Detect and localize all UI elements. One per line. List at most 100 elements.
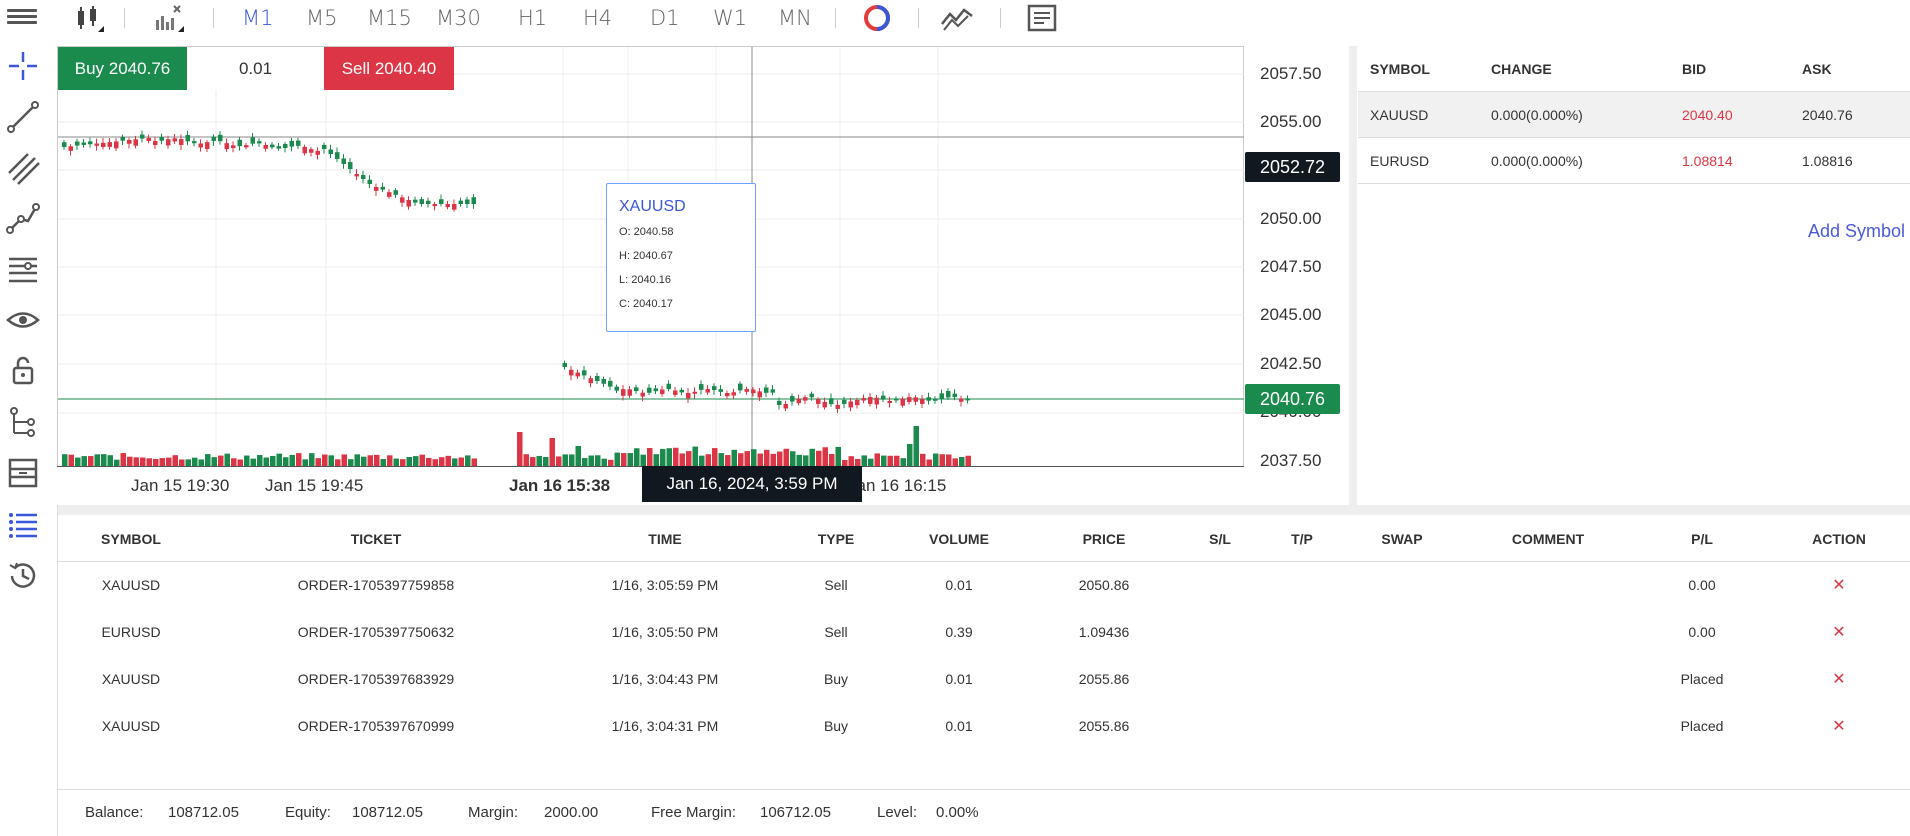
order-row[interactable]: XAUUSD ORDER-1705397683929 1/16, 3:04:43 P… (57, 656, 1910, 702)
candle (803, 397, 808, 401)
order-row[interactable]: EURUSD ORDER-1705397750632 1/16, 3:05:50 P… (57, 609, 1910, 655)
volume-bar (653, 454, 659, 466)
volume-bar (803, 455, 809, 466)
volume-bar (393, 458, 399, 466)
left-toolbar (0, 37, 47, 836)
fibonacci-icon[interactable] (6, 253, 40, 287)
drawing-tools-icon[interactable] (940, 4, 974, 32)
history-icon[interactable] (6, 559, 40, 593)
menu-icon[interactable] (7, 6, 37, 30)
candle (575, 372, 580, 377)
candlestick-chart-icon[interactable] (70, 4, 104, 32)
volume-bar (140, 457, 146, 466)
volume-bar (770, 453, 776, 466)
candle (855, 399, 860, 406)
volume-bar (686, 451, 692, 466)
candle (257, 141, 262, 144)
timeframe-m1[interactable]: M1 (242, 6, 274, 30)
volume-bar (517, 432, 523, 466)
order-type: Sell (824, 624, 848, 640)
candle (250, 137, 255, 144)
order-row[interactable]: XAUUSD ORDER-1705397759858 1/16, 3:05:59 P… (57, 562, 1910, 608)
row-change: 0.000(0.000%) (1491, 106, 1583, 123)
order-list-icon[interactable] (6, 507, 40, 541)
close-order-icon[interactable]: ✕ (1832, 671, 1846, 688)
timeframe-mn[interactable]: MN (778, 6, 812, 30)
close-order-icon[interactable]: ✕ (1832, 577, 1846, 594)
volume-bar (224, 453, 230, 466)
parallel-channel-icon[interactable] (6, 151, 40, 185)
candle (276, 146, 281, 149)
close-order-icon[interactable]: ✕ (1832, 624, 1846, 641)
ohlc-tooltip: XAUUSD O: 2040.58 H: 2040.67 L: 2040.16 … (606, 183, 756, 332)
price-chart[interactable] (58, 47, 1244, 466)
timeframe-m15[interactable]: M15 (367, 6, 412, 30)
watchlist-row[interactable]: EURUSD 0.000(0.000%) 1.08814 1.08816 (1358, 138, 1910, 184)
candle (562, 362, 567, 367)
volume-bar (465, 455, 471, 466)
order-pl: 0.00 (1688, 624, 1716, 640)
order-price: 2055.86 (1078, 718, 1130, 734)
candle (283, 143, 288, 149)
candle (926, 397, 931, 401)
order-time: 1/16, 3:05:59 PM (611, 577, 719, 593)
volume-bar (692, 446, 698, 466)
candle (224, 143, 229, 150)
timeframe-m5[interactable]: M5 (306, 6, 338, 30)
object-tree-icon[interactable] (6, 405, 40, 439)
volume-bar (218, 455, 224, 466)
volume-bar (114, 459, 120, 466)
volume-bar (471, 458, 477, 466)
notes-icon[interactable] (1025, 4, 1059, 32)
close-order-icon[interactable]: ✕ (1832, 718, 1846, 735)
archive-icon[interactable] (6, 456, 40, 490)
order-row[interactable]: XAUUSD ORDER-1705397670999 1/16, 3:04:31 P… (57, 703, 1910, 749)
volume-bar (920, 453, 926, 466)
polyline-icon[interactable] (6, 201, 40, 235)
chart-area[interactable] (57, 46, 1244, 466)
theme-toggle-icon[interactable] (860, 4, 894, 32)
lock-icon[interactable] (6, 353, 40, 387)
row-bid: 2040.40 (1682, 106, 1733, 123)
indicators-icon[interactable] (150, 4, 184, 32)
tooltip-open: O: 2040.58 (619, 226, 674, 238)
volume-bar (634, 448, 640, 466)
crosshair-icon[interactable] (6, 49, 40, 83)
candle (770, 389, 775, 393)
timeframe-m30[interactable]: M30 (436, 6, 481, 30)
order-volume: 0.01 (945, 577, 973, 593)
add-symbol-link[interactable]: Add Symbol (1807, 221, 1905, 241)
volume-bar (738, 453, 744, 466)
volume-bar (887, 455, 893, 466)
volume-bar (861, 455, 867, 466)
timeframe-h1[interactable]: H1 (518, 6, 548, 30)
candle (244, 145, 249, 148)
timeframe-w1[interactable]: W1 (713, 6, 748, 30)
header-bid: BID (1682, 60, 1707, 77)
trend-line-icon[interactable] (6, 100, 40, 134)
buy-button[interactable]: Buy 2040.76 (58, 47, 187, 90)
volume-bar (601, 458, 607, 466)
volume-bar (380, 459, 386, 466)
candle (959, 398, 964, 402)
order-type: Buy (823, 671, 849, 687)
candle (328, 149, 333, 154)
volume-bar (322, 454, 328, 466)
timeframe-d1[interactable]: D1 (650, 6, 680, 30)
eye-icon[interactable] (6, 303, 40, 337)
order-price: 2055.86 (1078, 671, 1130, 687)
timeframe-h4[interactable]: H4 (583, 6, 613, 30)
candle (588, 378, 593, 384)
candle (614, 386, 619, 391)
watchlist-row[interactable]: XAUUSD 0.000(0.000%) 2040.40 2040.76 (1358, 92, 1910, 138)
volume-bar (432, 459, 438, 466)
sell-button[interactable]: Sell 2040.40 (324, 47, 454, 90)
candle (315, 150, 320, 155)
volume-bar (374, 454, 380, 466)
candle (887, 400, 892, 404)
candle (595, 375, 600, 381)
volume-bar (926, 459, 932, 466)
tooltip-close: C: 2040.17 (619, 298, 673, 310)
lot-size-input[interactable]: 0.01 (187, 47, 324, 90)
candle (777, 400, 782, 405)
